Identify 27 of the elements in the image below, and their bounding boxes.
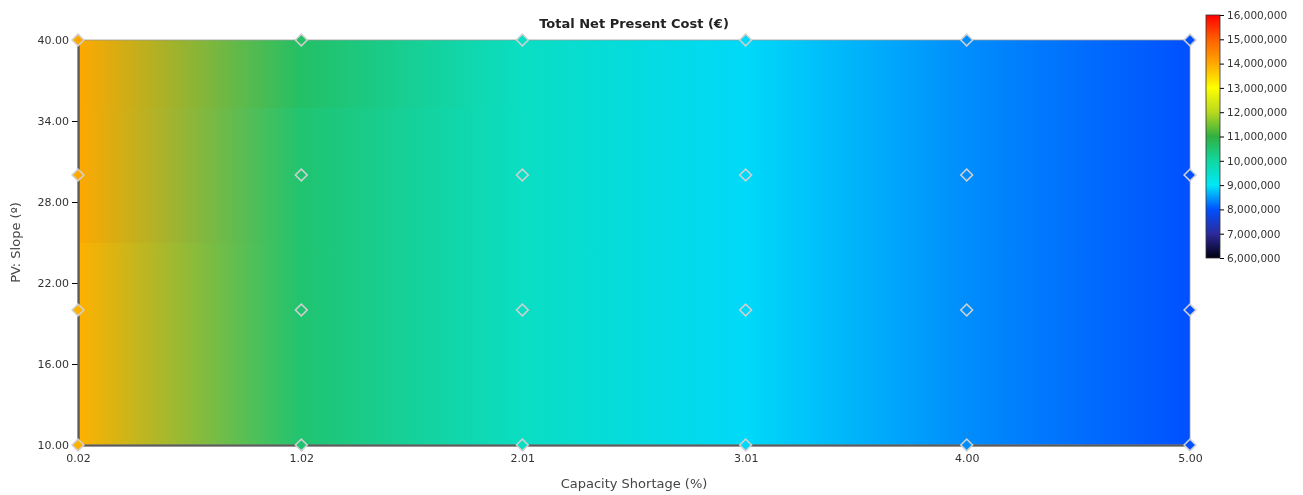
x-tick-label: 5.00 bbox=[1178, 451, 1203, 465]
x-tick-label: 2.01 bbox=[510, 451, 536, 465]
y-axis-title: PV: Slope (º) bbox=[8, 202, 23, 283]
y-tick-label: 28.00 bbox=[37, 196, 69, 210]
x-tick-label: 1.02 bbox=[289, 451, 315, 465]
y-tick-label: 40.00 bbox=[37, 34, 69, 48]
x-axis-title: Capacity Shortage (%) bbox=[560, 476, 708, 491]
point bbox=[294, 33, 308, 47]
y-tick-label: 16.00 bbox=[37, 358, 69, 372]
color-bar-label: 12,000,000 bbox=[1227, 106, 1288, 119]
color-bar-label: 6,000,000 bbox=[1227, 251, 1281, 264]
color-bar-label: 14,000,000 bbox=[1227, 57, 1288, 70]
color-bar-label: 15,000,000 bbox=[1227, 33, 1288, 46]
y-tick-label: 34.00 bbox=[37, 115, 69, 129]
x-tick-label: 4.00 bbox=[954, 451, 980, 465]
x-tick-label: 3.01 bbox=[733, 451, 759, 465]
color-bar-label: 8,000,000 bbox=[1227, 203, 1281, 216]
x-tick-label: 0.02 bbox=[66, 451, 91, 465]
color-bar-label: 7,000,000 bbox=[1227, 227, 1281, 240]
y-tick-label: 22.00 bbox=[37, 277, 69, 291]
color-bar-label: 9,000,000 bbox=[1227, 178, 1281, 191]
color-bar-label: 16,000,000 bbox=[1227, 8, 1288, 21]
color-bar-label: 10,000,000 bbox=[1227, 154, 1288, 167]
color-bar-label: 11,000,000 bbox=[1227, 130, 1288, 143]
y-tick-label: 10.00 bbox=[37, 439, 69, 453]
color-bar-label: 13,000,000 bbox=[1227, 81, 1288, 94]
chart-title: Total Net Present Cost (€) bbox=[539, 16, 729, 31]
